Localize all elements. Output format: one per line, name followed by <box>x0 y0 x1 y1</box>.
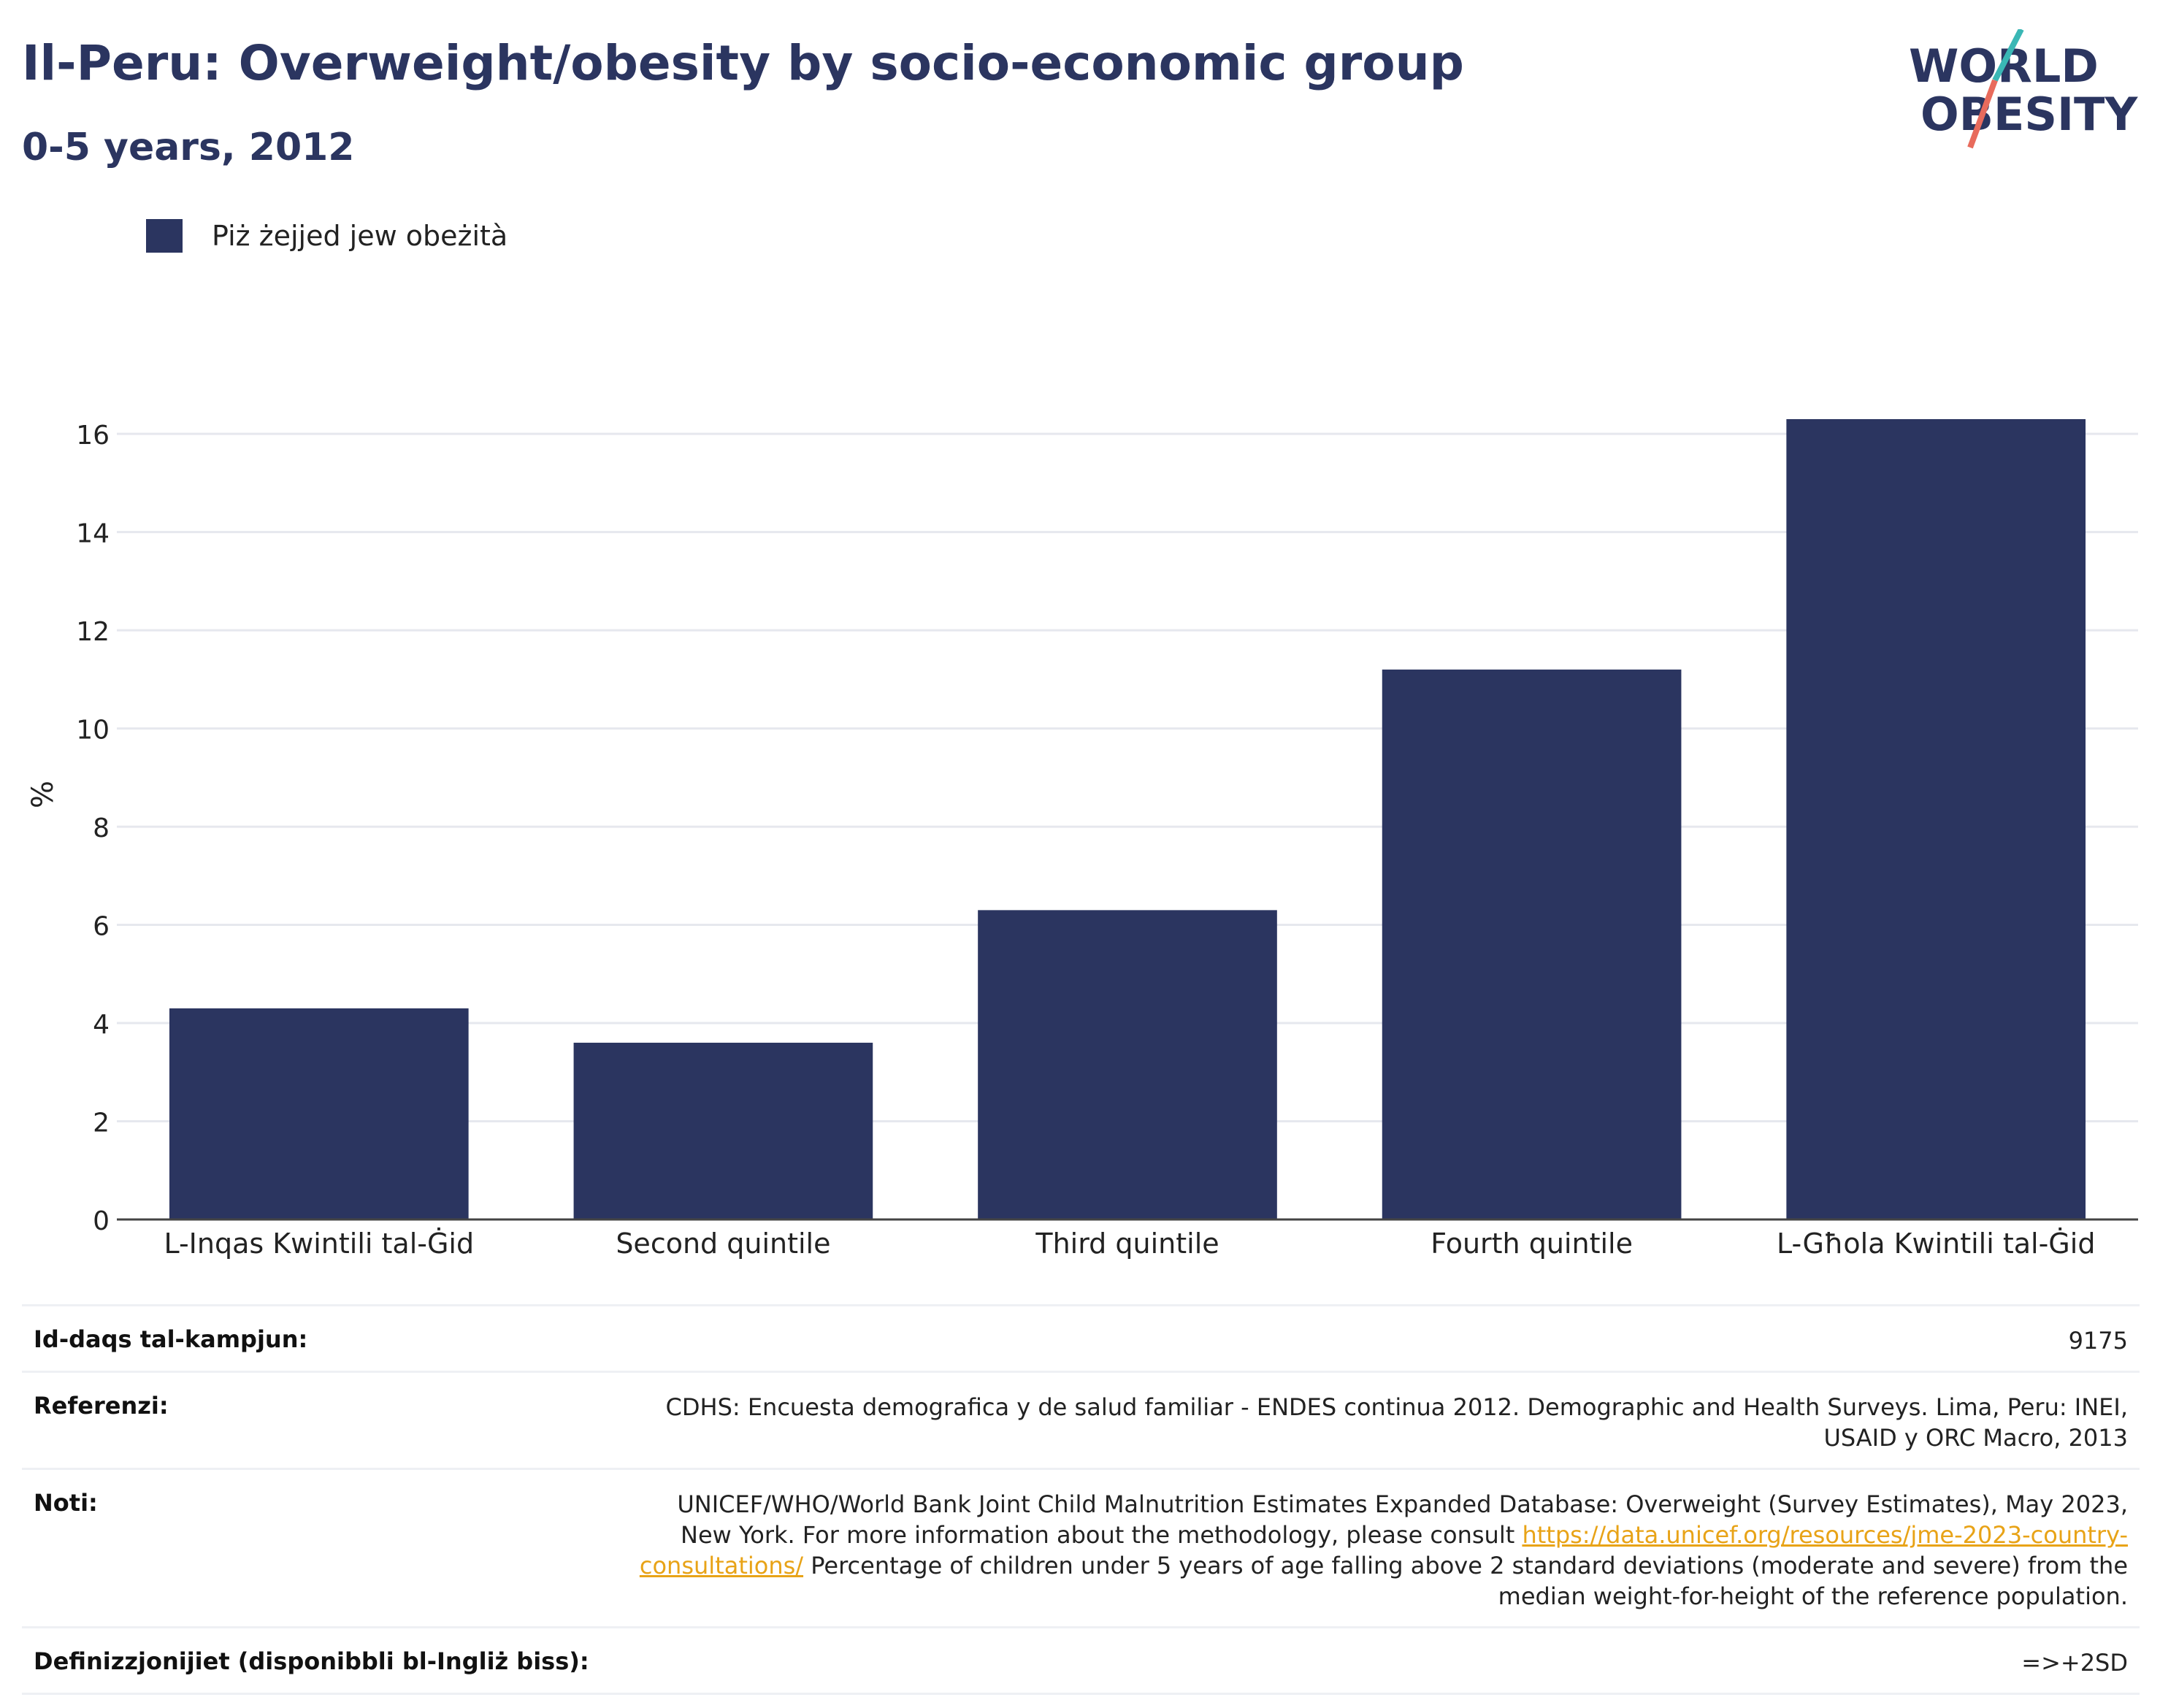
x-tick-label: Third quintile <box>1035 1228 1219 1260</box>
world-obesity-logo: WORLD OBESITY <box>1899 28 2147 153</box>
references-label: Referenzi: <box>34 1392 169 1420</box>
y-axis-label: % <box>26 781 60 808</box>
sample-size-row: Id-daqs tal-kampjun: 9175 <box>22 1304 2140 1371</box>
y-tick-label: 16 <box>76 421 110 451</box>
notes-row: Noti: UNICEF/WHO/World Bank Joint Child … <box>22 1468 2140 1626</box>
y-tick-label: 4 <box>93 1010 110 1040</box>
legend-swatch <box>146 219 183 253</box>
definitions-row: Definizzjonijiet (disponibbli bl-Ingliż … <box>22 1626 2140 1695</box>
definitions-label: Definizzjonijiet (disponibbli bl-Ingliż … <box>34 1647 589 1675</box>
definitions-value: =>+2SD <box>2021 1649 2128 1677</box>
references-value: CDHS: Encuesta demografica y de salud fa… <box>665 1393 2128 1452</box>
chart-subtitle: 0-5 years, 2012 <box>22 126 355 169</box>
logo-line2: OBESITY <box>1920 88 2138 141</box>
bar-chart: 0 2 4 6 8 10 12 14 16% L-Inqas Kwintili tal-Ġid Se… <box>26 418 2138 1260</box>
sample-size-value: 9175 <box>2068 1327 2128 1355</box>
y-tick-label: 6 <box>93 912 110 942</box>
chart-title: Il-Peru: Overweight/obesity by socio-eco… <box>22 35 1464 91</box>
notes-link[interactable]: https://data.unicef.org/resources/jme-20… <box>639 1521 2128 1579</box>
info-table: Id-daqs tal-kampjun: 9175 Referenzi: CDH… <box>22 1304 2140 1695</box>
sample-size-label: Id-daqs tal-kampjun: <box>34 1325 308 1353</box>
bar <box>169 1008 469 1219</box>
bar <box>1786 418 2086 1219</box>
notes-text-2: Percentage of children under 5 years of … <box>803 1552 2128 1610</box>
x-tick-label: L-Inqas Kwintili tal-Ġid <box>164 1228 474 1260</box>
bar <box>1382 669 1682 1219</box>
notes-value: UNICEF/WHO/World Bank Joint Child Malnut… <box>624 1489 2128 1612</box>
y-tick-label: 0 <box>93 1206 110 1236</box>
y-tick-label: 12 <box>76 617 110 647</box>
bar <box>573 1042 873 1219</box>
x-tick-label: L-Għola Kwintili tal-Ġid <box>1777 1228 2096 1260</box>
notes-label: Noti: <box>34 1489 98 1517</box>
references-row: Referenzi: CDHS: Encuesta demografica y … <box>22 1371 2140 1468</box>
x-tick-label: Second quintile <box>616 1228 830 1260</box>
y-tick-label: 14 <box>76 519 110 549</box>
x-tick-label: Fourth quintile <box>1431 1228 1633 1260</box>
chart-legend: Piż żejjed jew obeżità <box>146 218 508 254</box>
y-tick-label: 8 <box>93 813 110 843</box>
y-tick-label: 2 <box>93 1108 110 1138</box>
bar <box>978 910 1277 1219</box>
legend-label: Piż żejjed jew obeżità <box>212 220 508 252</box>
notes-text: UNICEF/WHO/World Bank Joint Child Malnut… <box>677 1490 2128 1549</box>
y-tick-label: 10 <box>76 716 110 746</box>
